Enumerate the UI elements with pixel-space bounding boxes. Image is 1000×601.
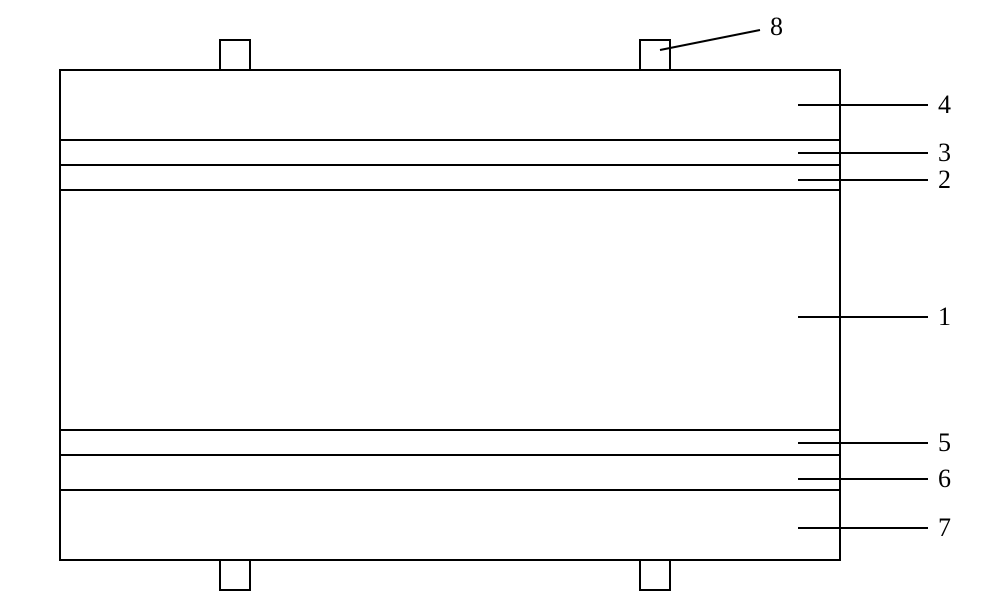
label-8: 8	[770, 12, 783, 41]
label-6: 6	[938, 464, 951, 493]
label-5: 5	[938, 428, 951, 457]
diagram-body	[60, 70, 840, 560]
top-peg-2	[640, 40, 670, 70]
label-4: 4	[938, 90, 951, 119]
lead-line-8	[660, 30, 760, 50]
label-3: 3	[938, 138, 951, 167]
top-peg-1	[220, 40, 250, 70]
label-7: 7	[938, 513, 951, 542]
label-1: 1	[938, 302, 951, 331]
bottom-peg-2	[640, 560, 670, 590]
label-2: 2	[938, 165, 951, 194]
bottom-peg-1	[220, 560, 250, 590]
